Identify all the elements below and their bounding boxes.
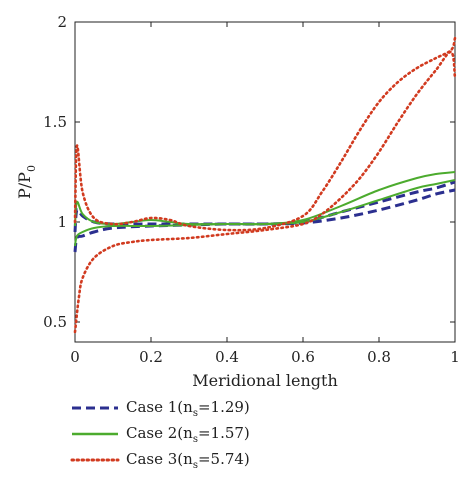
x-tick-label: 0.6 [291, 348, 315, 366]
legend-swatch-case-3 [70, 458, 120, 462]
y-tick-label: 2 [57, 13, 67, 31]
legend-label-case-3: Case 3(ns=5.74) [126, 450, 250, 471]
legend-label-case-2: Case 2(ns=1.57) [126, 424, 250, 445]
series-layer [73, 36, 457, 334]
series-2-curve-2 [74, 179, 456, 247]
y-axis: 0.5 1 1.5 2 [43, 13, 455, 331]
x-tick-label: 1 [450, 348, 460, 366]
y-tick-label: 0.5 [43, 313, 67, 331]
x-axis: 0 0.2 0.4 0.6 0.8 1 [70, 22, 460, 366]
legend-label-case-1: Case 1(ns=1.29) [126, 398, 250, 419]
x-tick-label: 0.2 [139, 348, 163, 366]
x-tick-label: 0 [70, 348, 80, 366]
y-tick-label: 1 [57, 213, 67, 231]
y-axis-title-subscript: 0 [25, 165, 38, 172]
x-tick-label: 0.4 [215, 348, 239, 366]
legend: Case 1(ns=1.29) Case 2(ns=1.57) Case 3(n… [70, 396, 330, 474]
x-axis-title: Meridional length [192, 371, 338, 390]
legend-swatch-case-2 [72, 432, 118, 436]
y-axis-title-main: P/P [15, 172, 34, 199]
series-3-curve-1 [73, 36, 457, 232]
legend-swatch-case-1 [72, 406, 118, 410]
y-axis-title: P/P0 [15, 165, 38, 199]
legend-item-case-2: Case 2(ns=1.57) [70, 422, 330, 448]
legend-item-case-3: Case 3(ns=5.74) [70, 448, 330, 474]
series-3-curve-2 [73, 50, 457, 334]
plot-frame [74, 21, 456, 343]
x-tick-label: 0.8 [367, 348, 391, 366]
legend-item-case-1: Case 1(ns=1.29) [70, 396, 330, 422]
series-2-curve-1 [74, 171, 456, 227]
y-tick-label: 1.5 [43, 113, 67, 131]
